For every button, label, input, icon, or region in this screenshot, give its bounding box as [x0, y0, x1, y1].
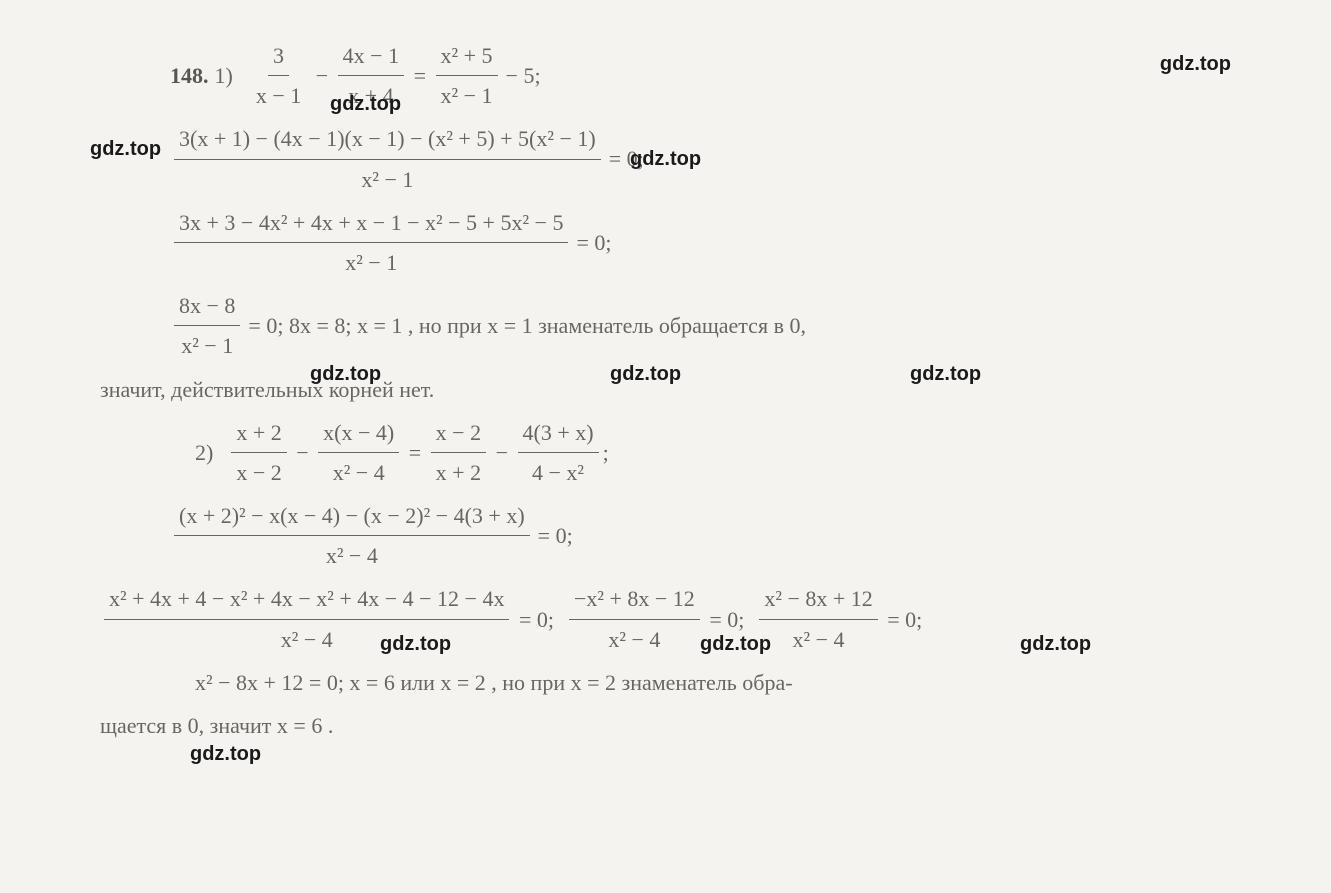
- denominator: x² − 1: [176, 326, 238, 363]
- equation-line: x² − 8x + 12 = 0; x = 6 или x = 2 , но п…: [195, 665, 1251, 700]
- subproblem-label: 2): [195, 435, 213, 470]
- numerator: 8x − 8: [174, 288, 240, 326]
- fraction: 8x − 8 x² − 1: [174, 288, 240, 363]
- watermark-label: gdz.top: [630, 143, 701, 175]
- watermark-label: gdz.top: [330, 88, 401, 120]
- fraction: x − 2 x + 2: [431, 415, 486, 490]
- numerator: 4(3 + x): [518, 415, 599, 453]
- denominator: x² − 4: [276, 620, 338, 657]
- numerator: x + 2: [231, 415, 286, 453]
- watermark-label: gdz.top: [90, 133, 161, 165]
- numerator: −x² + 8x − 12: [569, 581, 700, 619]
- denominator: x² − 4: [321, 536, 383, 573]
- equation-line: 8x − 8 x² − 1 = 0; 8x = 8; x = 1 , но пр…: [170, 288, 1251, 363]
- denominator: x² − 1: [436, 76, 498, 113]
- fraction: 4(3 + x) 4 − x²: [518, 415, 599, 490]
- math-text: x² − 8x + 12 = 0; x = 6 или x = 2 , но п…: [195, 665, 793, 700]
- numerator: x(x − 4): [318, 415, 399, 453]
- fraction: −x² + 8x − 12 x² − 4: [569, 581, 700, 656]
- watermark-label: gdz.top: [610, 358, 681, 390]
- denominator: x − 2: [231, 453, 286, 490]
- conclusion-text: щается в 0, значит x = 6 .: [100, 708, 1251, 743]
- subproblem-label: 1): [215, 58, 233, 93]
- fraction: 3(x + 1) − (4x − 1)(x − 1) − (x² + 5) + …: [174, 121, 601, 196]
- math-text: = 0;: [882, 602, 923, 637]
- math-text: = 0; 8x = 8; x = 1 , но при x = 1 знамен…: [248, 308, 806, 343]
- math-text: = 0;: [513, 602, 565, 637]
- denominator: 4 − x²: [527, 453, 589, 490]
- equation-line: 3x + 3 − 4x² + 4x + x − 1 − x² − 5 + 5x²…: [170, 205, 1251, 280]
- numerator: x² − 8x + 12: [759, 581, 877, 619]
- watermark-label: gdz.top: [380, 628, 451, 660]
- operator: =: [403, 435, 426, 470]
- equation-line: 2) x + 2 x − 2 − x(x − 4) x² − 4 = x − 2…: [195, 415, 1251, 490]
- denominator: x² − 4: [603, 620, 665, 657]
- math-solution-page: gdz.top gdz.top gdz.top gdz.top gdz.top …: [80, 38, 1251, 743]
- watermark-label: gdz.top: [1160, 48, 1231, 80]
- denominator: x + 2: [431, 453, 486, 490]
- operator: =: [408, 58, 431, 93]
- fraction: 3 x − 1: [251, 38, 306, 113]
- numerator: 3x + 3 − 4x² + 4x + x − 1 − x² − 5 + 5x²…: [174, 205, 568, 243]
- denominator: x² − 1: [340, 243, 402, 280]
- denominator: x² − 4: [788, 620, 850, 657]
- denominator: x − 1: [251, 76, 306, 113]
- fraction: (x + 2)² − x(x − 4) − (x − 2)² − 4(3 + x…: [174, 498, 530, 573]
- watermark-label: gdz.top: [700, 628, 771, 660]
- fraction: 3x + 3 − 4x² + 4x + x − 1 − x² − 5 + 5x²…: [174, 205, 568, 280]
- operator: −: [490, 435, 513, 470]
- fraction: x² − 8x + 12 x² − 4: [759, 581, 877, 656]
- denominator: x² − 4: [328, 453, 390, 490]
- numerator: 3(x + 1) − (4x − 1)(x − 1) − (x² + 5) + …: [174, 121, 601, 159]
- denominator: x² − 1: [356, 160, 418, 197]
- mixed-number: x − 2: [431, 415, 486, 453]
- fraction: x(x − 4) x² − 4: [318, 415, 399, 490]
- fraction: x² + 5 x² − 1: [436, 38, 498, 113]
- numerator: (x + 2)² − x(x − 4) − (x − 2)² − 4(3 + x…: [174, 498, 530, 536]
- numerator: x² + 5: [436, 38, 498, 76]
- math-text: − 5;: [506, 58, 541, 93]
- numerator: 3: [268, 38, 289, 76]
- fraction: x + 2 x − 2: [231, 415, 286, 490]
- math-text: = 0;: [576, 225, 611, 260]
- numerator: 4x − 1: [338, 38, 404, 76]
- watermark-label: gdz.top: [1020, 628, 1091, 660]
- problem-number: 148.: [170, 58, 209, 93]
- numerator: x² + 4x + 4 − x² + 4x − x² + 4x − 4 − 12…: [104, 581, 509, 619]
- equation-line: (x + 2)² − x(x − 4) − (x − 2)² − 4(3 + x…: [170, 498, 1251, 573]
- separator: ;: [603, 435, 609, 470]
- text: значит, действительных корней нет.: [100, 372, 434, 407]
- watermark-label: gdz.top: [310, 358, 381, 390]
- math-text: = 0;: [538, 518, 573, 553]
- watermark-label: gdz.top: [910, 358, 981, 390]
- watermark-label: gdz.top: [190, 738, 261, 770]
- equation-line: 3(x + 1) − (4x − 1)(x − 1) − (x² + 5) + …: [170, 121, 1251, 196]
- operator: −: [291, 435, 314, 470]
